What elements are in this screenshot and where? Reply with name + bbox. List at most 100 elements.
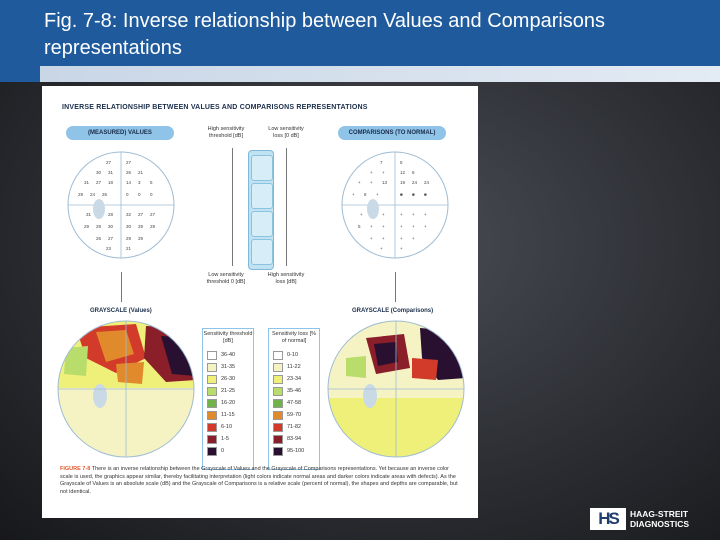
- legend-row: 23-34: [273, 374, 302, 384]
- svg-text:+: +: [370, 170, 373, 175]
- svg-text:+: +: [370, 236, 373, 241]
- svg-text:14: 14: [126, 180, 132, 185]
- svg-text:30: 30: [108, 224, 114, 229]
- legend-row: 59-70: [273, 410, 301, 420]
- grayscale-comparisons-map: [327, 320, 465, 458]
- svg-text:29: 29: [126, 236, 132, 241]
- svg-text:24: 24: [424, 180, 430, 185]
- intensity-scale-bar: [248, 150, 274, 270]
- svg-text:■: ■: [400, 192, 403, 197]
- svg-text:5: 5: [150, 180, 153, 185]
- legend-swatch: [207, 362, 217, 372]
- grayscale-values-map: [57, 320, 195, 458]
- svg-text:27: 27: [150, 212, 156, 217]
- svg-text:26: 26: [96, 236, 102, 241]
- svg-text:28: 28: [108, 212, 114, 217]
- svg-text:29: 29: [96, 224, 102, 229]
- svg-text:32: 32: [126, 212, 132, 217]
- legend-label: 95-100: [287, 448, 305, 454]
- high-loss-note: High sensitivity loss [dB]: [267, 272, 305, 285]
- legend-row: 16-20: [207, 398, 235, 408]
- legend-swatch: [273, 374, 283, 384]
- svg-text:27: 27: [126, 160, 132, 165]
- legend-label: 0-10: [287, 352, 299, 358]
- legend-row: 1-5: [207, 434, 229, 444]
- svg-text:8: 8: [364, 192, 367, 197]
- comparisons-down-arrow: [395, 272, 396, 302]
- svg-text:+: +: [412, 224, 415, 229]
- legend-label: 0: [221, 448, 225, 454]
- logo-mark: HS: [590, 508, 626, 530]
- svg-text:13: 13: [382, 180, 388, 185]
- svg-text:29: 29: [138, 236, 144, 241]
- haag-streit-logo: HS HAAG-STREIT DIAGNOSTICS: [590, 507, 689, 531]
- svg-text:5: 5: [358, 224, 361, 229]
- scale-segment: [251, 155, 273, 181]
- figure-panel: INVERSE RELATIONSHIP BETWEEN VALUES AND …: [42, 86, 478, 518]
- legend-label: 23-34: [287, 376, 302, 382]
- legend-label: 31-35: [221, 364, 236, 370]
- slide-title: Fig. 7-8: Inverse relationship between V…: [44, 10, 606, 59]
- svg-text:29: 29: [78, 192, 84, 197]
- legend-title: Sensitivity threshold [dB]: [203, 331, 253, 344]
- legend-swatch: [207, 386, 217, 396]
- legend-swatch: [273, 422, 283, 432]
- svg-text:27: 27: [138, 212, 144, 217]
- legend-label: 83-94: [287, 436, 302, 442]
- svg-text:27: 27: [106, 160, 112, 165]
- svg-text:+: +: [358, 180, 361, 185]
- svg-text:+: +: [380, 246, 383, 251]
- svg-text:31: 31: [108, 170, 114, 175]
- svg-text:0: 0: [126, 192, 129, 197]
- left-scale-arrow: [232, 148, 233, 266]
- legend-row: 71-82: [273, 422, 301, 432]
- svg-text:+: +: [400, 224, 403, 229]
- svg-text:+: +: [382, 212, 385, 217]
- scale-segment: [251, 239, 273, 265]
- high-sensitivity-note: High sensitivity threshold [dB]: [207, 126, 245, 139]
- svg-text:■: ■: [424, 192, 427, 197]
- svg-text:31: 31: [84, 180, 90, 185]
- legend-label: 21-25: [221, 388, 236, 394]
- grayscale-comparisons-label: GRAYSCALE (Comparisons): [352, 308, 434, 314]
- legend-label: 26-30: [221, 376, 236, 382]
- svg-text:26: 26: [126, 170, 132, 175]
- logo-line-1: HAAG-STREIT: [630, 509, 689, 519]
- legend-swatch: [273, 446, 283, 456]
- legend-swatch: [273, 434, 283, 444]
- svg-text:+: +: [400, 212, 403, 217]
- scale-segment: [251, 183, 273, 209]
- legend-swatch: [207, 422, 217, 432]
- legend-swatch: [207, 410, 217, 420]
- grayscale-values-label: GRAYSCALE (Values): [90, 308, 152, 314]
- svg-text:30: 30: [96, 170, 102, 175]
- svg-text:31: 31: [86, 212, 92, 217]
- figure-heading: INVERSE RELATIONSHIP BETWEEN VALUES AND …: [62, 104, 368, 111]
- legend-label: 36-40: [221, 352, 236, 358]
- svg-text:7: 7: [380, 160, 383, 165]
- svg-text:29: 29: [84, 224, 90, 229]
- svg-text:+: +: [382, 236, 385, 241]
- svg-text:+: +: [424, 212, 427, 217]
- legend-row: 95-100: [273, 446, 305, 456]
- legend-swatch: [273, 350, 283, 360]
- legend-row: 83-94: [273, 434, 302, 444]
- svg-text:19: 19: [400, 180, 406, 185]
- sensitivity-threshold-legend: Sensitivity threshold [dB] 36-40 31-35 26-…: [202, 328, 254, 470]
- legend-title: Sensitivity loss [% of normal]: [271, 331, 316, 344]
- values-field-plot: 27 27 30 31 26 21 31 27 18 14 3 5 29 24 26 0 0 0 31 28 3…: [67, 151, 175, 259]
- logo-line-2: DIAGNOSTICS: [630, 519, 690, 529]
- svg-text:+: +: [382, 170, 385, 175]
- svg-text:+: +: [352, 192, 355, 197]
- scale-segment: [251, 211, 273, 237]
- svg-text:6: 6: [412, 170, 415, 175]
- low-loss-note: Low sensitivity loss [0 dB]: [268, 126, 304, 139]
- svg-text:24: 24: [90, 192, 96, 197]
- legend-row: 0: [207, 446, 225, 456]
- legend-label: 11-15: [221, 412, 235, 418]
- legend-swatch: [207, 374, 217, 384]
- legend-row: 47-58: [273, 398, 301, 408]
- legend-row: 36-40: [207, 350, 236, 360]
- legend-label: 1-5: [221, 436, 229, 442]
